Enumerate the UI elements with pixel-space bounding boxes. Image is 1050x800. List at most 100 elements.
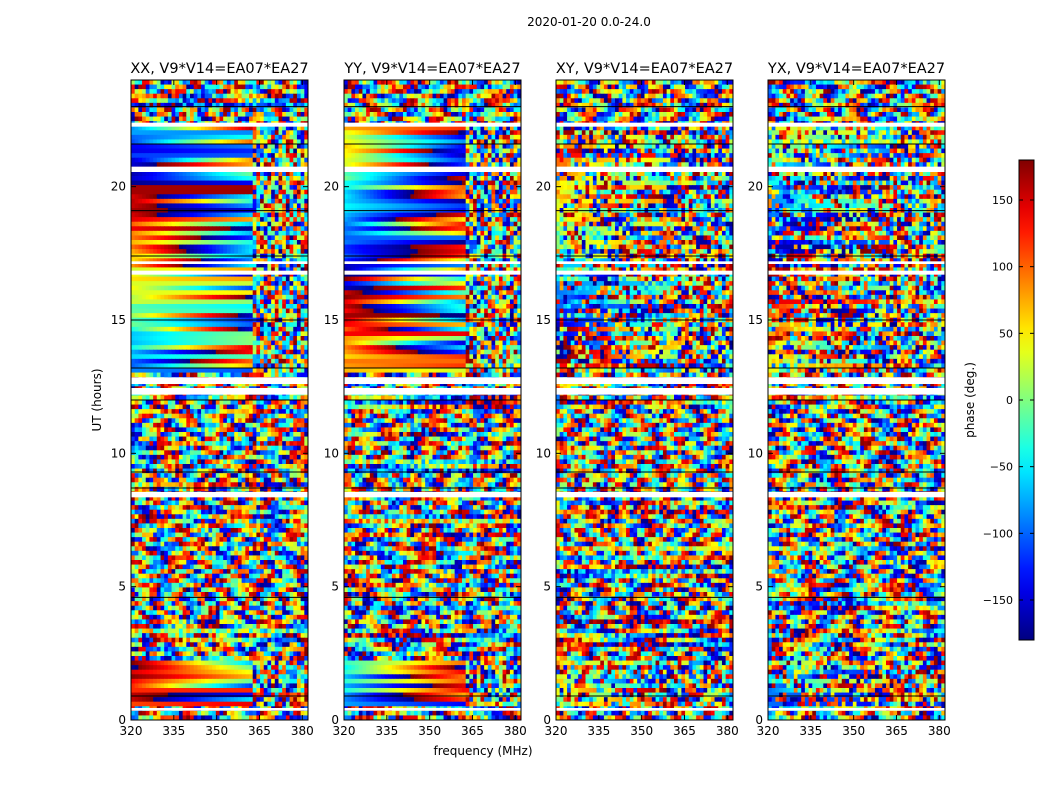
flagged-gap [131,492,308,498]
colorbar-tick-label: 100 [992,261,1013,274]
y-tick-label: 5 [118,580,126,594]
x-tick-label: 350 [418,724,441,738]
x-tick-label: 350 [630,724,653,738]
flagged-gap [556,122,733,127]
panel-1: XX, V9*V14=EA07*EA27 320 335 350 365 380 0 5 10 1… [111,61,314,738]
flagged-gap [344,122,521,127]
x-tick-label: 335 [799,724,822,738]
flagged-gap [344,166,521,172]
y-tick-label: 20 [748,180,763,194]
flagged-gap [768,377,945,384]
heatmap-cells [131,80,308,720]
y-tick-label: 20 [536,180,551,194]
heatmap-cells [344,80,521,720]
flagged-gap [131,166,308,172]
y-tick-label: 15 [748,313,763,327]
colorbar: 150 100 50 0 −50 −100 −150 [983,159,1035,641]
y-tick-label: 10 [748,446,763,460]
y-tick-label: 15 [536,313,551,327]
x-tick-label: 380 [716,724,739,738]
y-tick-label: 5 [543,580,551,594]
flagged-gap [768,166,945,172]
y-tick-label: 20 [324,180,339,194]
flagged-gap [556,492,733,498]
flagged-gap [768,492,945,498]
colorbar-label: phase (deg.) [963,362,977,438]
flagged-gap [131,708,308,711]
flagged-gap [768,388,945,395]
x-tick-label: 350 [205,724,228,738]
colorbar-tick-label: 150 [992,194,1013,207]
panel-title: XX, V9*V14=EA07*EA27 [130,61,308,77]
y-tick-label: 15 [111,313,126,327]
panel-4: YX, V9*V14=EA07*EA27 320 335 350 365 380 0 5 10 1… [748,61,951,738]
y-axis-label: UT (hours) [90,368,104,431]
x-tick-label: 335 [162,724,185,738]
x-tick-label: 350 [842,724,865,738]
x-tick-label: 365 [885,724,908,738]
colorbar-tick-label: −50 [990,461,1013,474]
flagged-gap [344,708,521,711]
panel-3: XY, V9*V14=EA07*EA27 320 335 350 365 380 0 5 10 1… [536,61,739,738]
flagged-gap [768,270,945,275]
y-tick-label: 0 [118,713,126,727]
x-tick-label: 320 [120,724,143,738]
axes-frame [130,79,309,721]
x-tick-label: 380 [291,724,314,738]
y-tick-label: 5 [755,580,763,594]
flagged-gap [344,261,521,264]
flagged-gap [131,388,308,395]
x-tick-label: 365 [248,724,271,738]
y-tick-label: 0 [543,713,551,727]
y-tick-label: 0 [755,713,763,727]
flagged-gap [556,166,733,172]
heatmap-cells [768,80,945,720]
x-tick-label: 380 [504,724,527,738]
x-axis-label: frequency (MHz) [433,744,532,758]
flagged-gap [556,708,733,711]
y-tick-label: 15 [324,313,339,327]
x-tick-label: 320 [757,724,780,738]
x-tick-label: 365 [673,724,696,738]
colorbar-tick-label: −150 [983,594,1013,607]
panel-title: YY, V9*V14=EA07*EA27 [343,61,520,77]
heatmap-cells [556,80,733,720]
x-tick-label: 365 [461,724,484,738]
flagged-gap [344,388,521,395]
flagged-gap [768,708,945,711]
y-tick-label: 20 [111,180,126,194]
flagged-gap [768,122,945,127]
axes-frame [555,79,734,721]
x-tick-label: 320 [545,724,568,738]
colorbar-tick-label: −100 [983,527,1013,540]
figure-suptitle: 2020-01-20 0.0-24.0 [527,15,651,29]
colorbar-tick-label: 50 [999,327,1013,340]
panel-title: YX, V9*V14=EA07*EA27 [767,61,945,77]
panel-title: XY, V9*V14=EA07*EA27 [556,61,733,77]
y-tick-label: 0 [331,713,339,727]
colorbar-tick-label: 0 [1006,394,1013,407]
flagged-gap [131,270,308,275]
x-tick-label: 380 [928,724,951,738]
panel-2: YY, V9*V14=EA07*EA27 320 335 350 365 380 0 5 10 1… [324,61,527,738]
flagged-gap [556,270,733,275]
y-tick-label: 5 [331,580,339,594]
x-tick-label: 320 [333,724,356,738]
panels: XX, V9*V14=EA07*EA27 320 335 350 365 380 0 5 10 1… [111,61,951,738]
flagged-gap [344,270,521,275]
y-tick-label: 10 [324,446,339,460]
flagged-gap [556,261,733,264]
flagged-gap [131,377,308,384]
flagged-gap [344,492,521,498]
y-tick-label: 10 [111,446,126,460]
axes-frame [767,79,946,721]
axes-frame [343,79,522,721]
y-tick-label: 10 [536,446,551,460]
flagged-gap [344,377,521,384]
flagged-gap [768,261,945,264]
flagged-gap [556,388,733,395]
x-tick-label: 335 [587,724,610,738]
flagged-gap [556,377,733,384]
flagged-gap [131,122,308,127]
